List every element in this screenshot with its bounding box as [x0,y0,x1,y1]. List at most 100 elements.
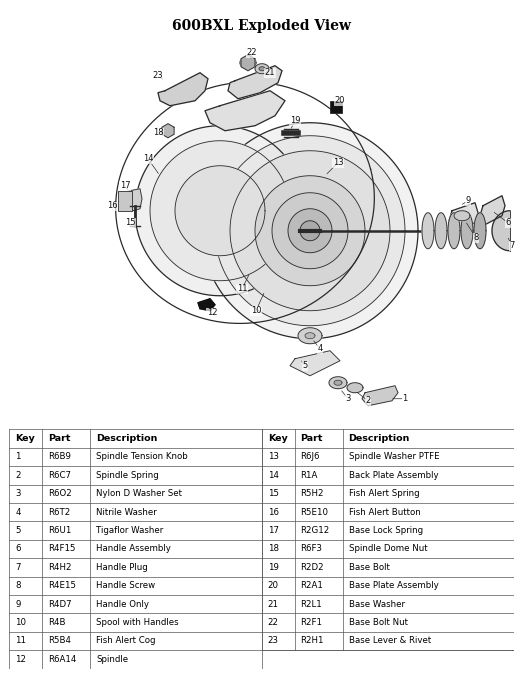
Text: 23: 23 [153,71,163,80]
Text: 18: 18 [268,545,279,553]
Text: 17: 17 [268,526,279,535]
Text: Handle Plug: Handle Plug [96,563,148,572]
Text: 6: 6 [16,545,21,553]
Bar [330,100,342,113]
Polygon shape [205,91,285,131]
Text: R2D2: R2D2 [301,563,324,572]
Text: Tigaflor Washer: Tigaflor Washer [96,526,164,535]
Text: 1: 1 [16,452,21,462]
Text: R4D7: R4D7 [48,600,72,609]
Text: R6O2: R6O2 [48,489,72,498]
Text: 9: 9 [16,600,21,609]
Text: 21: 21 [265,68,275,78]
Text: Handle Assembly: Handle Assembly [96,545,171,553]
Polygon shape [255,64,269,73]
Text: 6: 6 [505,218,510,227]
Polygon shape [198,299,215,311]
Text: R2G12: R2G12 [301,526,330,535]
Text: 2: 2 [16,471,21,480]
Text: Base Lock Spring: Base Lock Spring [348,526,423,535]
Polygon shape [329,377,347,389]
Text: 10: 10 [16,618,27,627]
Polygon shape [288,209,332,253]
Text: Key: Key [268,434,288,443]
Text: 14: 14 [268,471,279,480]
Text: 11: 11 [16,636,27,646]
Text: 1: 1 [402,394,407,403]
Text: Description: Description [96,434,157,443]
Polygon shape [334,380,342,386]
Text: R4B: R4B [48,618,66,627]
Text: Spindle Tension Knob: Spindle Tension Knob [96,452,188,462]
Text: R2F1: R2F1 [301,618,323,627]
Text: R6C7: R6C7 [48,471,71,480]
Text: 20: 20 [268,581,279,590]
Polygon shape [454,211,470,220]
Text: Handle Screw: Handle Screw [96,581,155,590]
Polygon shape [175,166,265,255]
Text: 23: 23 [268,636,279,646]
Text: R6J6: R6J6 [301,452,320,462]
Text: 22: 22 [268,618,279,627]
Text: Spindle Washer PTFE: Spindle Washer PTFE [348,452,439,462]
Text: 4: 4 [16,508,21,517]
Polygon shape [259,67,265,71]
Polygon shape [480,195,505,226]
Text: 11: 11 [237,284,247,293]
Text: 16: 16 [268,508,279,517]
Text: Fish Alert Spring: Fish Alert Spring [348,489,419,498]
Polygon shape [162,124,174,137]
Text: Description: Description [348,434,410,443]
Text: Part: Part [48,434,71,443]
Text: 20: 20 [335,96,345,105]
Text: R4E15: R4E15 [48,581,76,590]
Text: Key: Key [16,434,35,443]
Text: 5: 5 [16,526,21,535]
Text: 14: 14 [143,154,153,163]
Text: 17: 17 [120,181,130,190]
Text: R6F3: R6F3 [301,545,323,553]
Polygon shape [300,221,320,241]
Text: Base Plate Assembly: Base Plate Assembly [348,581,438,590]
Text: Base Bolt: Base Bolt [348,563,390,572]
Text: R2H1: R2H1 [301,636,324,646]
Polygon shape [347,383,363,393]
Polygon shape [158,73,208,106]
Text: R1A: R1A [301,471,318,480]
Polygon shape [215,135,405,326]
Polygon shape [241,55,255,71]
Text: 9: 9 [465,196,471,206]
Text: Base Lever & Rivet: Base Lever & Rivet [348,636,431,646]
Polygon shape [135,126,305,296]
Text: 2: 2 [366,396,371,405]
Text: 3: 3 [345,394,351,403]
Text: 10: 10 [251,306,262,315]
Text: 7: 7 [509,241,515,250]
Text: Base Washer: Base Washer [348,600,405,609]
Polygon shape [305,333,315,339]
Text: 13: 13 [333,158,343,167]
Polygon shape [272,193,348,269]
Polygon shape [202,123,418,339]
Text: 4: 4 [317,344,323,353]
Text: 15: 15 [125,218,135,227]
Polygon shape [422,213,434,249]
Text: R2L1: R2L1 [301,600,322,609]
Polygon shape [362,386,398,406]
Text: 16: 16 [107,202,117,210]
Polygon shape [298,328,322,344]
Text: 8: 8 [16,581,21,590]
Polygon shape [474,213,486,249]
Text: R6A14: R6A14 [48,655,77,664]
Text: 5: 5 [302,361,308,370]
Polygon shape [448,213,460,249]
Text: 600BXL Exploded View: 600BXL Exploded View [172,19,351,33]
Text: Handle Only: Handle Only [96,600,149,609]
Polygon shape [128,189,142,211]
Text: R6U1: R6U1 [48,526,72,535]
Polygon shape [449,203,478,231]
Text: 22: 22 [247,49,257,57]
Text: 19: 19 [290,116,300,125]
Text: 3: 3 [16,489,21,498]
Text: R5H2: R5H2 [301,489,324,498]
